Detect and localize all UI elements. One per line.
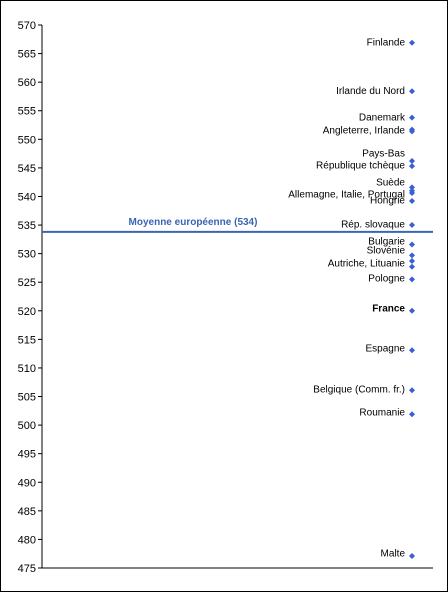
data-point bbox=[409, 222, 415, 229]
data-point bbox=[409, 39, 415, 46]
country-label: Malte bbox=[381, 549, 406, 560]
data-point bbox=[409, 552, 415, 559]
y-tick-label: 565 bbox=[18, 49, 36, 61]
data-point bbox=[409, 163, 415, 170]
data-point bbox=[409, 190, 415, 197]
y-tick-label: 515 bbox=[18, 334, 36, 346]
y-tick-label: 550 bbox=[18, 134, 36, 146]
country-label: Danemark bbox=[359, 113, 406, 124]
y-tick-label: 510 bbox=[18, 363, 36, 375]
data-point bbox=[409, 252, 415, 259]
y-tick-label: 490 bbox=[18, 477, 36, 489]
data-point bbox=[409, 241, 415, 248]
labels-layer: Finlande Irlande du Nord Danemark Angleterr… bbox=[288, 38, 406, 560]
country-label: Pays-Bas bbox=[362, 149, 405, 160]
country-label: Pologne bbox=[368, 274, 405, 285]
y-tick-label: 570 bbox=[18, 20, 36, 32]
data-point bbox=[409, 114, 415, 121]
data-point bbox=[409, 198, 415, 205]
country-label: Finlande bbox=[367, 38, 406, 49]
data-point bbox=[409, 263, 415, 270]
country-label: Autriche, Lituanie bbox=[328, 258, 406, 269]
y-tick-label: 555 bbox=[18, 106, 36, 118]
y-tick-label: 545 bbox=[18, 163, 36, 175]
y-tick-label: 520 bbox=[18, 306, 36, 318]
y-tick-label: 535 bbox=[18, 220, 36, 232]
data-point bbox=[409, 347, 415, 354]
mean-label: Moyenne européenne (534) bbox=[129, 217, 258, 228]
data-point-highlight bbox=[409, 307, 415, 314]
data-point bbox=[409, 158, 415, 165]
data-point bbox=[409, 258, 415, 265]
y-tick-label: 495 bbox=[18, 449, 36, 461]
data-point bbox=[409, 128, 415, 135]
country-label: Belgique (Comm. fr.) bbox=[313, 385, 405, 396]
mean-layer: Moyenne européenne (534) bbox=[42, 217, 433, 233]
y-tick-label: 540 bbox=[18, 191, 36, 203]
data-point bbox=[409, 276, 415, 283]
country-label: Hongrie bbox=[370, 195, 405, 206]
y-tick-label: 485 bbox=[18, 506, 36, 518]
y-tick-label: 480 bbox=[18, 534, 36, 546]
data-point bbox=[409, 411, 415, 418]
points-layer bbox=[409, 39, 415, 559]
y-tick-label: 505 bbox=[18, 392, 36, 404]
country-label: Allemagne, Italie, Portugal bbox=[288, 190, 405, 201]
y-axis: 475 480 485 490 495 500 505 510 515 520 525 530 535 5… bbox=[18, 20, 433, 575]
country-label: Roumanie bbox=[359, 407, 405, 418]
y-tick-label: 475 bbox=[18, 563, 36, 575]
country-label: Angleterre, Irlande bbox=[323, 126, 406, 137]
y-tick-label: 525 bbox=[18, 277, 36, 289]
data-point bbox=[409, 184, 415, 191]
y-tick-label: 500 bbox=[18, 420, 36, 432]
country-label: République tchèque bbox=[316, 161, 405, 172]
country-label: Espagne bbox=[366, 343, 406, 354]
country-label: Slovénie bbox=[367, 246, 406, 257]
y-tick-label: 560 bbox=[18, 77, 36, 89]
country-label: Irlande du Nord bbox=[336, 86, 405, 97]
country-label-highlight: France bbox=[372, 303, 405, 314]
y-tick-label: 530 bbox=[18, 249, 36, 261]
data-point bbox=[409, 387, 415, 394]
country-label: Rép. slovaque bbox=[341, 219, 405, 230]
data-point bbox=[409, 88, 415, 95]
country-label: Suède bbox=[376, 178, 405, 189]
country-label: Bulgarie bbox=[368, 237, 405, 248]
